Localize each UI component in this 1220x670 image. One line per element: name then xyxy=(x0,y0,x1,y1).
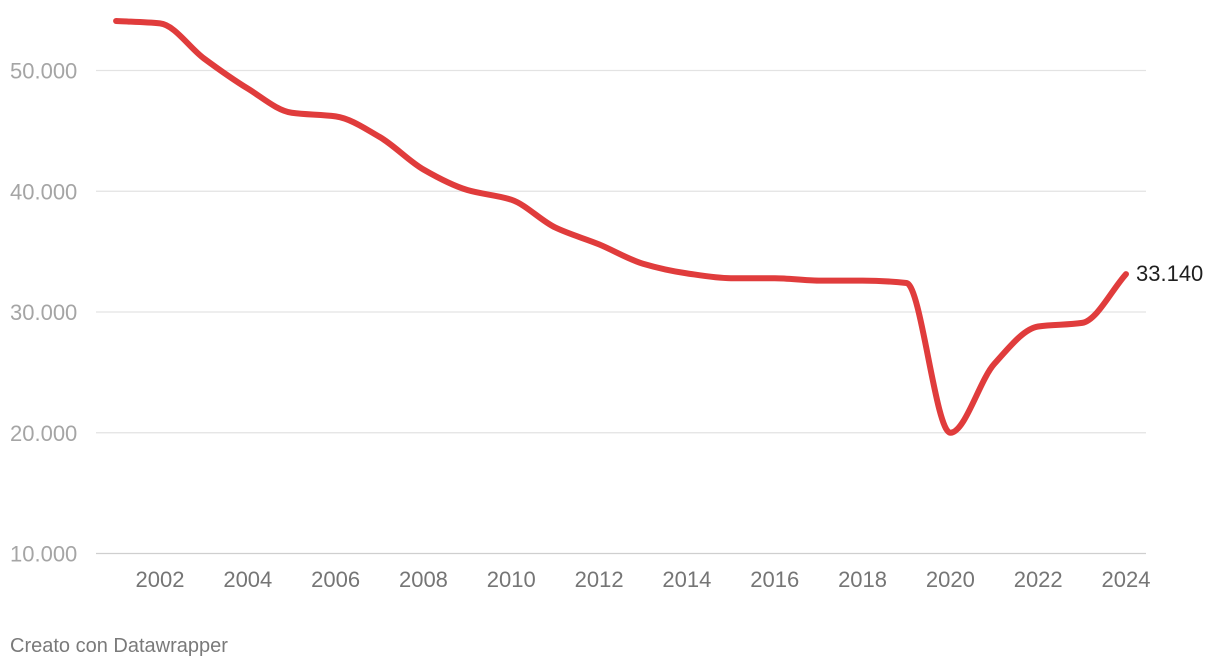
x-tick-label: 2020 xyxy=(926,567,975,592)
x-tick-label: 2008 xyxy=(399,567,448,592)
x-tick-label: 2016 xyxy=(750,567,799,592)
data-points xyxy=(116,21,1126,433)
y-tick-label: 10.000 xyxy=(10,542,77,567)
x-axis: 2002 2004 2006 2008 2010 2012 2014 2016 2018 2020… xyxy=(136,567,1151,592)
x-tick-label: 2006 xyxy=(311,567,360,592)
y-tick-label: 40.000 xyxy=(10,179,77,204)
end-value-label: 33.140 xyxy=(1136,261,1203,286)
series-line xyxy=(113,17,1129,436)
x-tick-label: 2014 xyxy=(662,567,711,592)
x-tick-label: 2002 xyxy=(136,567,185,592)
x-tick-label: 2022 xyxy=(1014,567,1063,592)
x-tick-label: 2010 xyxy=(487,567,536,592)
x-tick-label: 2004 xyxy=(223,567,272,592)
grid-lines xyxy=(96,69,1146,555)
x-tick-label: 2012 xyxy=(575,567,624,592)
y-tick-label: 50.000 xyxy=(10,59,77,84)
footer-credit: Creato con Datawrapper xyxy=(10,635,228,657)
x-tick-label: 2018 xyxy=(838,567,887,592)
y-axis: 10.000 20.000 30.000 40.000 50.000 xyxy=(10,59,77,567)
y-tick-label: 20.000 xyxy=(10,421,77,446)
x-tick-label: 2024 xyxy=(1102,567,1151,592)
y-tick-label: 30.000 xyxy=(10,300,77,325)
